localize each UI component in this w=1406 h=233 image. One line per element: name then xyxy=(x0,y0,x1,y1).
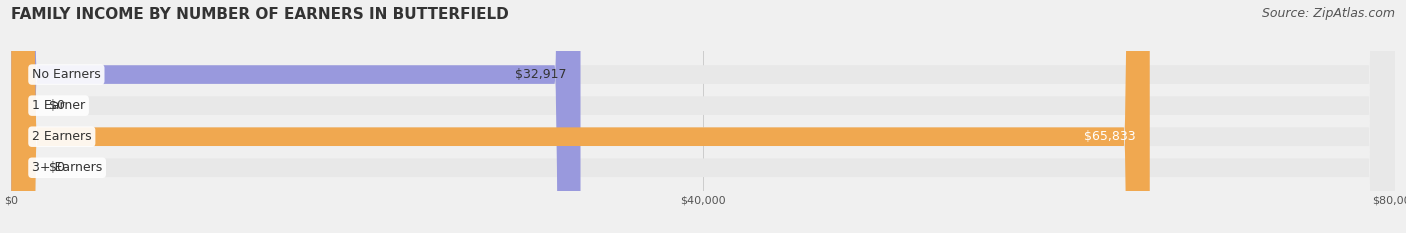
FancyBboxPatch shape xyxy=(11,0,1395,233)
Text: $65,833: $65,833 xyxy=(1084,130,1136,143)
FancyBboxPatch shape xyxy=(11,0,1150,233)
FancyBboxPatch shape xyxy=(11,0,1395,233)
Text: $0: $0 xyxy=(49,99,65,112)
Text: $0: $0 xyxy=(49,161,65,174)
Text: No Earners: No Earners xyxy=(32,68,101,81)
FancyBboxPatch shape xyxy=(11,0,1395,233)
Text: 3+ Earners: 3+ Earners xyxy=(32,161,103,174)
FancyBboxPatch shape xyxy=(11,0,581,233)
Text: FAMILY INCOME BY NUMBER OF EARNERS IN BUTTERFIELD: FAMILY INCOME BY NUMBER OF EARNERS IN BU… xyxy=(11,7,509,22)
Text: 1 Earner: 1 Earner xyxy=(32,99,86,112)
Text: Source: ZipAtlas.com: Source: ZipAtlas.com xyxy=(1261,7,1395,20)
FancyBboxPatch shape xyxy=(11,0,1395,233)
Text: $32,917: $32,917 xyxy=(515,68,567,81)
Text: 2 Earners: 2 Earners xyxy=(32,130,91,143)
